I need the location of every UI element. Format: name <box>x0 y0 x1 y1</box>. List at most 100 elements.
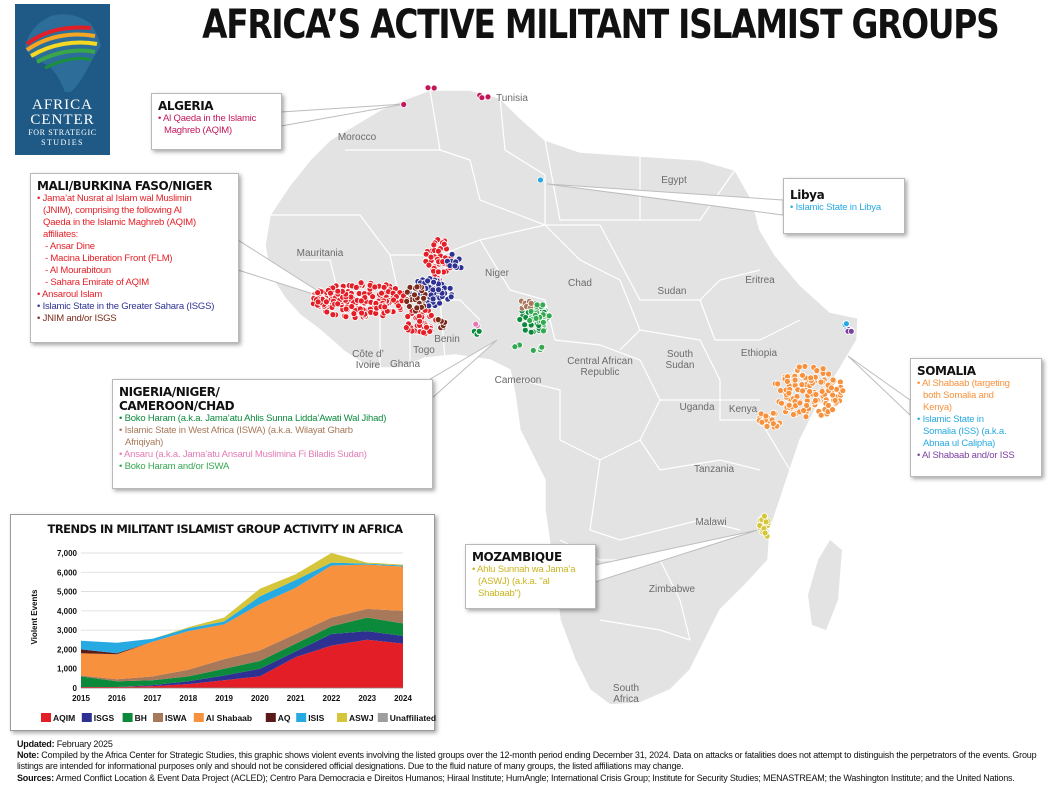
event-dot-bh-iswa <box>533 301 541 309</box>
chart-x-tick-label: 2020 <box>251 694 269 703</box>
event-dot-jnim <box>358 309 366 317</box>
event-dot-jnim <box>434 268 442 276</box>
africa-continent-logo-icon <box>25 14 101 93</box>
chart-series-area-isgs <box>81 631 403 687</box>
event-dot-shabaab <box>785 401 793 409</box>
event-dot-shabaab <box>818 387 826 395</box>
callout-libya: Libya • Islamic State in Libya <box>783 178 905 234</box>
event-dot-bh <box>516 316 524 323</box>
event-dot-jnim <box>422 250 430 258</box>
chart-x-tick-label: 2016 <box>108 694 126 703</box>
event-dot-isgs <box>424 277 432 285</box>
event-dot-shabaab <box>777 387 784 394</box>
footnote-sources: Sources: Armed Conflict Location & Event… <box>17 773 1047 784</box>
event-dot-jnim <box>323 308 331 316</box>
label-cote-divoire-2: Ivoire <box>356 360 381 371</box>
event-dot-shabaab <box>758 418 766 426</box>
event-dot-isgs <box>447 293 455 301</box>
event-dot-aswj <box>762 518 770 526</box>
event-dot-bh <box>475 327 483 335</box>
callout-mozambique: MOZAMBIQUE • Ahlu Sunnah wa Jama’a (ASWJ… <box>465 544 596 609</box>
chart-x-tick-label: 2022 <box>323 694 341 703</box>
legend-swatch <box>296 713 307 722</box>
footnote-updated: Updated: February 2025 <box>17 739 1047 750</box>
event-dot-shabaab <box>825 370 832 378</box>
event-dot-bh <box>521 321 528 329</box>
event-dot-jnim <box>334 287 342 295</box>
label-egypt: Egypt <box>661 175 687 186</box>
event-dot-jnim <box>420 329 428 337</box>
chart-y-tick-label: 2,000 <box>57 645 78 654</box>
event-dot-shabaab <box>784 377 791 385</box>
label-car-2: Republic <box>581 367 620 378</box>
chart-series-area-bh <box>81 617 403 687</box>
event-dot-shabaab <box>828 384 835 392</box>
callout-mali: MALI/BURKINA FASO/NIGER • Jama’at Nusrat… <box>30 173 239 343</box>
event-dot-shabaab <box>800 407 807 414</box>
chart-title: TRENDS IN MILITANT ISLAMIST GROUP ACTIVI… <box>47 522 403 536</box>
event-dot-shabaab <box>770 420 777 428</box>
event-dot-shabaab <box>807 374 815 382</box>
callout-mali-item: • Islamic State in the Greater Sahara (I… <box>37 301 215 312</box>
event-dot-jnim <box>357 279 365 287</box>
event-dot-shabaab <box>774 380 782 388</box>
event-dot-aqim <box>400 101 408 108</box>
page-title: AFRICA’S ACTIVE MILITANT ISLAMIST GROUPS <box>202 2 1000 48</box>
callout-nigeria-item: • Islamic State in West Africa (ISWA) (a… <box>119 425 353 436</box>
chart-y-tick-label: 7,000 <box>57 549 78 558</box>
event-dot-shabaab <box>817 378 825 386</box>
callout-libya-item: • Islamic State in Libya <box>790 202 881 213</box>
event-dot-jnim <box>394 302 402 310</box>
event-dot-shabaab <box>790 411 797 418</box>
event-dot-shabaab <box>791 376 799 384</box>
label-south-sudan-1: South <box>667 349 693 360</box>
chart-y-tick-label: 1,000 <box>57 665 78 674</box>
callout-nigeria-item: • Boko Haram (a.k.a. Jama’atu Ahlis Sunn… <box>119 413 387 424</box>
chart-y-axis-label: Violent Events <box>30 589 39 645</box>
label-morocco: Morocco <box>338 132 377 143</box>
chart-y-tick-label: 4,000 <box>57 607 78 616</box>
event-dots <box>309 83 855 540</box>
callout-somalia-item: • Islamic State in <box>917 414 984 425</box>
legend-label: AQ <box>278 713 291 723</box>
logo-line-3: FOR STRATEGIC <box>28 128 97 137</box>
callout-mali-item: - Al Mourabitoun <box>45 265 111 276</box>
legend-label: AQIM <box>53 713 75 723</box>
event-dot-jnim <box>404 313 412 320</box>
chart-series-area-aqim <box>81 639 403 688</box>
chart-series-area-al-shabaab <box>81 564 403 680</box>
event-dot-jnim <box>427 253 435 261</box>
callout-somalia: SOMALIA • Al Shabaab (targeting both Som… <box>910 358 1042 477</box>
callout-mali-item: affiliates: <box>43 229 79 240</box>
legend-label: ASWJ <box>349 713 374 723</box>
label-togo: Togo <box>413 345 435 356</box>
event-dot-jnim <box>329 311 337 319</box>
event-dot-jnim <box>381 303 389 311</box>
event-dot-jnim <box>423 323 430 331</box>
legend-swatch <box>265 713 276 722</box>
callout-algeria-item: • Al Qaeda in the Islamic <box>158 113 257 124</box>
event-dot-shabaab <box>812 391 820 398</box>
event-dot-ansaru <box>472 320 480 328</box>
label-cote-divoire-1: Côte d’ <box>352 349 384 360</box>
event-dot-jnim <box>342 313 350 321</box>
callout-mozambique-item: • Ahlu Sunnah wa Jama’a <box>472 564 576 575</box>
legend-swatch <box>122 713 133 722</box>
legend-swatch <box>377 713 388 722</box>
chart-legend: AQIM ISGS BH ISWA Al Shabaab AQ ISIS ASWJ Unaffi… <box>41 713 436 723</box>
event-dot-bh-iswa <box>540 318 547 326</box>
label-south-sudan-2: Sudan <box>666 360 695 371</box>
event-dot-shabaab <box>829 376 837 384</box>
legend-label: ISIS <box>308 713 324 723</box>
label-eritrea: Eritrea <box>745 275 775 286</box>
callout-algeria-item: Maghreb (AQIM) <box>164 125 232 136</box>
callout-mali-item: • JNIM and/or ISGS <box>37 313 117 324</box>
callout-mali-item: - Sahara Emirate of AQIM <box>45 277 149 288</box>
callout-nigeria-item: • Ansaru (a.k.a. Jama’atu Ansarul Muslim… <box>119 449 367 460</box>
callout-mozambique-item: (ASWJ) (a.k.a. "al <box>478 576 550 587</box>
chart-x-ticks: 2015 2016 2017 2018 2019 2020 2021 2022 2023 2024 <box>72 694 412 703</box>
event-dot-jnim <box>427 311 435 319</box>
madagascar-shape <box>808 540 842 630</box>
callout-mali-item: • Ansaroul Islam <box>37 289 103 300</box>
legend-swatch <box>41 713 51 722</box>
